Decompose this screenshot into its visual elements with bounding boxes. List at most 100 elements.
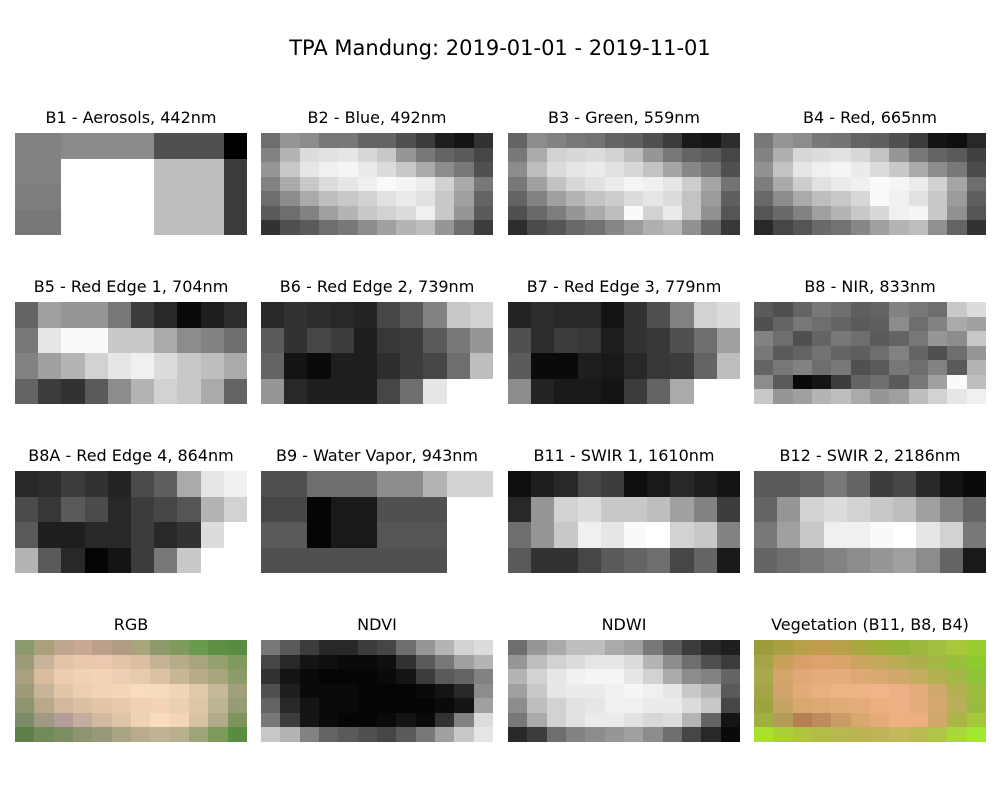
panel-title: B8A - Red Edge 4, 864nm: [28, 446, 234, 465]
heatmap-cell: [754, 471, 778, 497]
panel-title: B12 - SWIR 2, 2186nm: [779, 446, 961, 465]
heatmap-cell: [169, 654, 189, 670]
heatmap-cell: [947, 220, 967, 235]
heatmap-cell: [624, 147, 644, 163]
heatmap-image: [15, 640, 247, 742]
heatmap-cell: [377, 712, 397, 728]
heatmap-cell: [670, 378, 694, 404]
heatmap-cell: [189, 683, 209, 699]
heatmap-cell: [870, 496, 894, 522]
heatmap-cell: [662, 133, 682, 148]
heatmap-cell: [508, 133, 528, 148]
heatmap-cell: [531, 378, 555, 404]
heatmap-cell: [154, 133, 178, 159]
heatmap-cell: [566, 176, 586, 192]
heatmap-cell: [208, 698, 228, 713]
heatmap-cell: [754, 698, 774, 713]
heatmap-cell: [800, 547, 824, 573]
heatmap-cell: [947, 302, 967, 317]
heatmap-cell: [61, 327, 85, 353]
heatmap-cell: [400, 378, 424, 404]
panel-title: B8 - NIR, 833nm: [804, 277, 936, 296]
heatmap-cell: [423, 378, 447, 404]
heatmap-cell: [908, 712, 928, 728]
heatmap-cell: [15, 698, 35, 713]
heatmap-cell: [947, 712, 967, 728]
heatmap-cell: [92, 698, 112, 713]
heatmap-cell: [682, 683, 702, 699]
heatmap-cell: [131, 522, 155, 548]
heatmap-cell: [604, 176, 624, 192]
heatmap-cell: [446, 327, 470, 353]
heatmap-cell: [131, 640, 151, 655]
heatmap-cell: [508, 302, 532, 328]
heatmap-cell: [850, 331, 870, 346]
heatmap-cell: [357, 727, 377, 742]
heatmap-cell: [400, 547, 424, 573]
heatmap-cell: [812, 147, 832, 163]
heatmap-cell: [966, 640, 986, 655]
heatmap-cell: [889, 360, 909, 375]
heatmap-cell: [435, 712, 455, 728]
heatmap-cell: [446, 522, 470, 548]
heatmap-cell: [261, 133, 281, 148]
heatmap-cell: [701, 220, 721, 235]
heatmap-cell: [546, 640, 566, 655]
heatmap-cell: [893, 471, 917, 497]
heatmap-cell: [604, 683, 624, 699]
heatmap-cell: [908, 345, 928, 361]
heatmap-cell: [34, 654, 54, 670]
heatmap-cell: [693, 378, 717, 404]
heatmap-cell: [284, 353, 308, 379]
heatmap-cell: [928, 331, 948, 346]
heatmap-cell: [928, 316, 948, 332]
heatmap-cell: [870, 205, 890, 221]
heatmap-cell: [435, 205, 455, 221]
heatmap-cell: [307, 522, 331, 548]
heatmap-cell: [338, 147, 358, 163]
heatmap-cell: [947, 176, 967, 192]
heatmap-cell: [600, 327, 624, 353]
heatmap-cell: [61, 378, 85, 404]
heatmap-cell: [200, 378, 224, 404]
heatmap-cell: [823, 496, 847, 522]
heatmap-cell: [415, 133, 435, 148]
heatmap-cell: [396, 176, 416, 192]
heatmap-cell: [928, 147, 948, 163]
heatmap-cell: [577, 327, 601, 353]
heatmap-cell: [962, 522, 986, 548]
heatmap-cell: [53, 669, 73, 684]
heatmap-cell: [947, 654, 967, 670]
heatmap-cell: [34, 712, 54, 728]
heatmap-cell: [908, 727, 928, 742]
heatmap-cell: [84, 522, 108, 548]
heatmap-cell: [353, 522, 377, 548]
heatmap-cell: [353, 496, 377, 522]
heatmap-cell: [154, 158, 178, 184]
heatmap-cell: [831, 712, 851, 728]
heatmap-cell: [962, 471, 986, 497]
heatmap-cell: [34, 640, 54, 655]
heatmap-cell: [454, 220, 474, 235]
heatmap-cell: [624, 302, 648, 328]
heatmap-cell: [131, 353, 155, 379]
heatmap-cell: [682, 712, 702, 728]
heatmap-cell: [701, 191, 721, 206]
heatmap-cell: [111, 698, 131, 713]
heatmap-cell: [812, 220, 832, 235]
heatmap-cell: [966, 727, 986, 742]
heatmap-cell: [701, 669, 721, 684]
heatmap-cell: [850, 360, 870, 375]
heatmap-cell: [200, 209, 224, 235]
heatmap-cell: [682, 191, 702, 206]
heatmap-cell: [508, 162, 528, 177]
heatmap-cell: [446, 547, 470, 573]
heatmap-cell: [624, 162, 644, 177]
heatmap-cell: [604, 147, 624, 163]
heatmap-cell: [720, 176, 740, 192]
heatmap-cell: [577, 496, 601, 522]
heatmap-cell: [223, 547, 247, 573]
heatmap-cell: [792, 302, 812, 317]
heatmap-cell: [261, 302, 285, 328]
heatmap-cell: [107, 184, 131, 210]
